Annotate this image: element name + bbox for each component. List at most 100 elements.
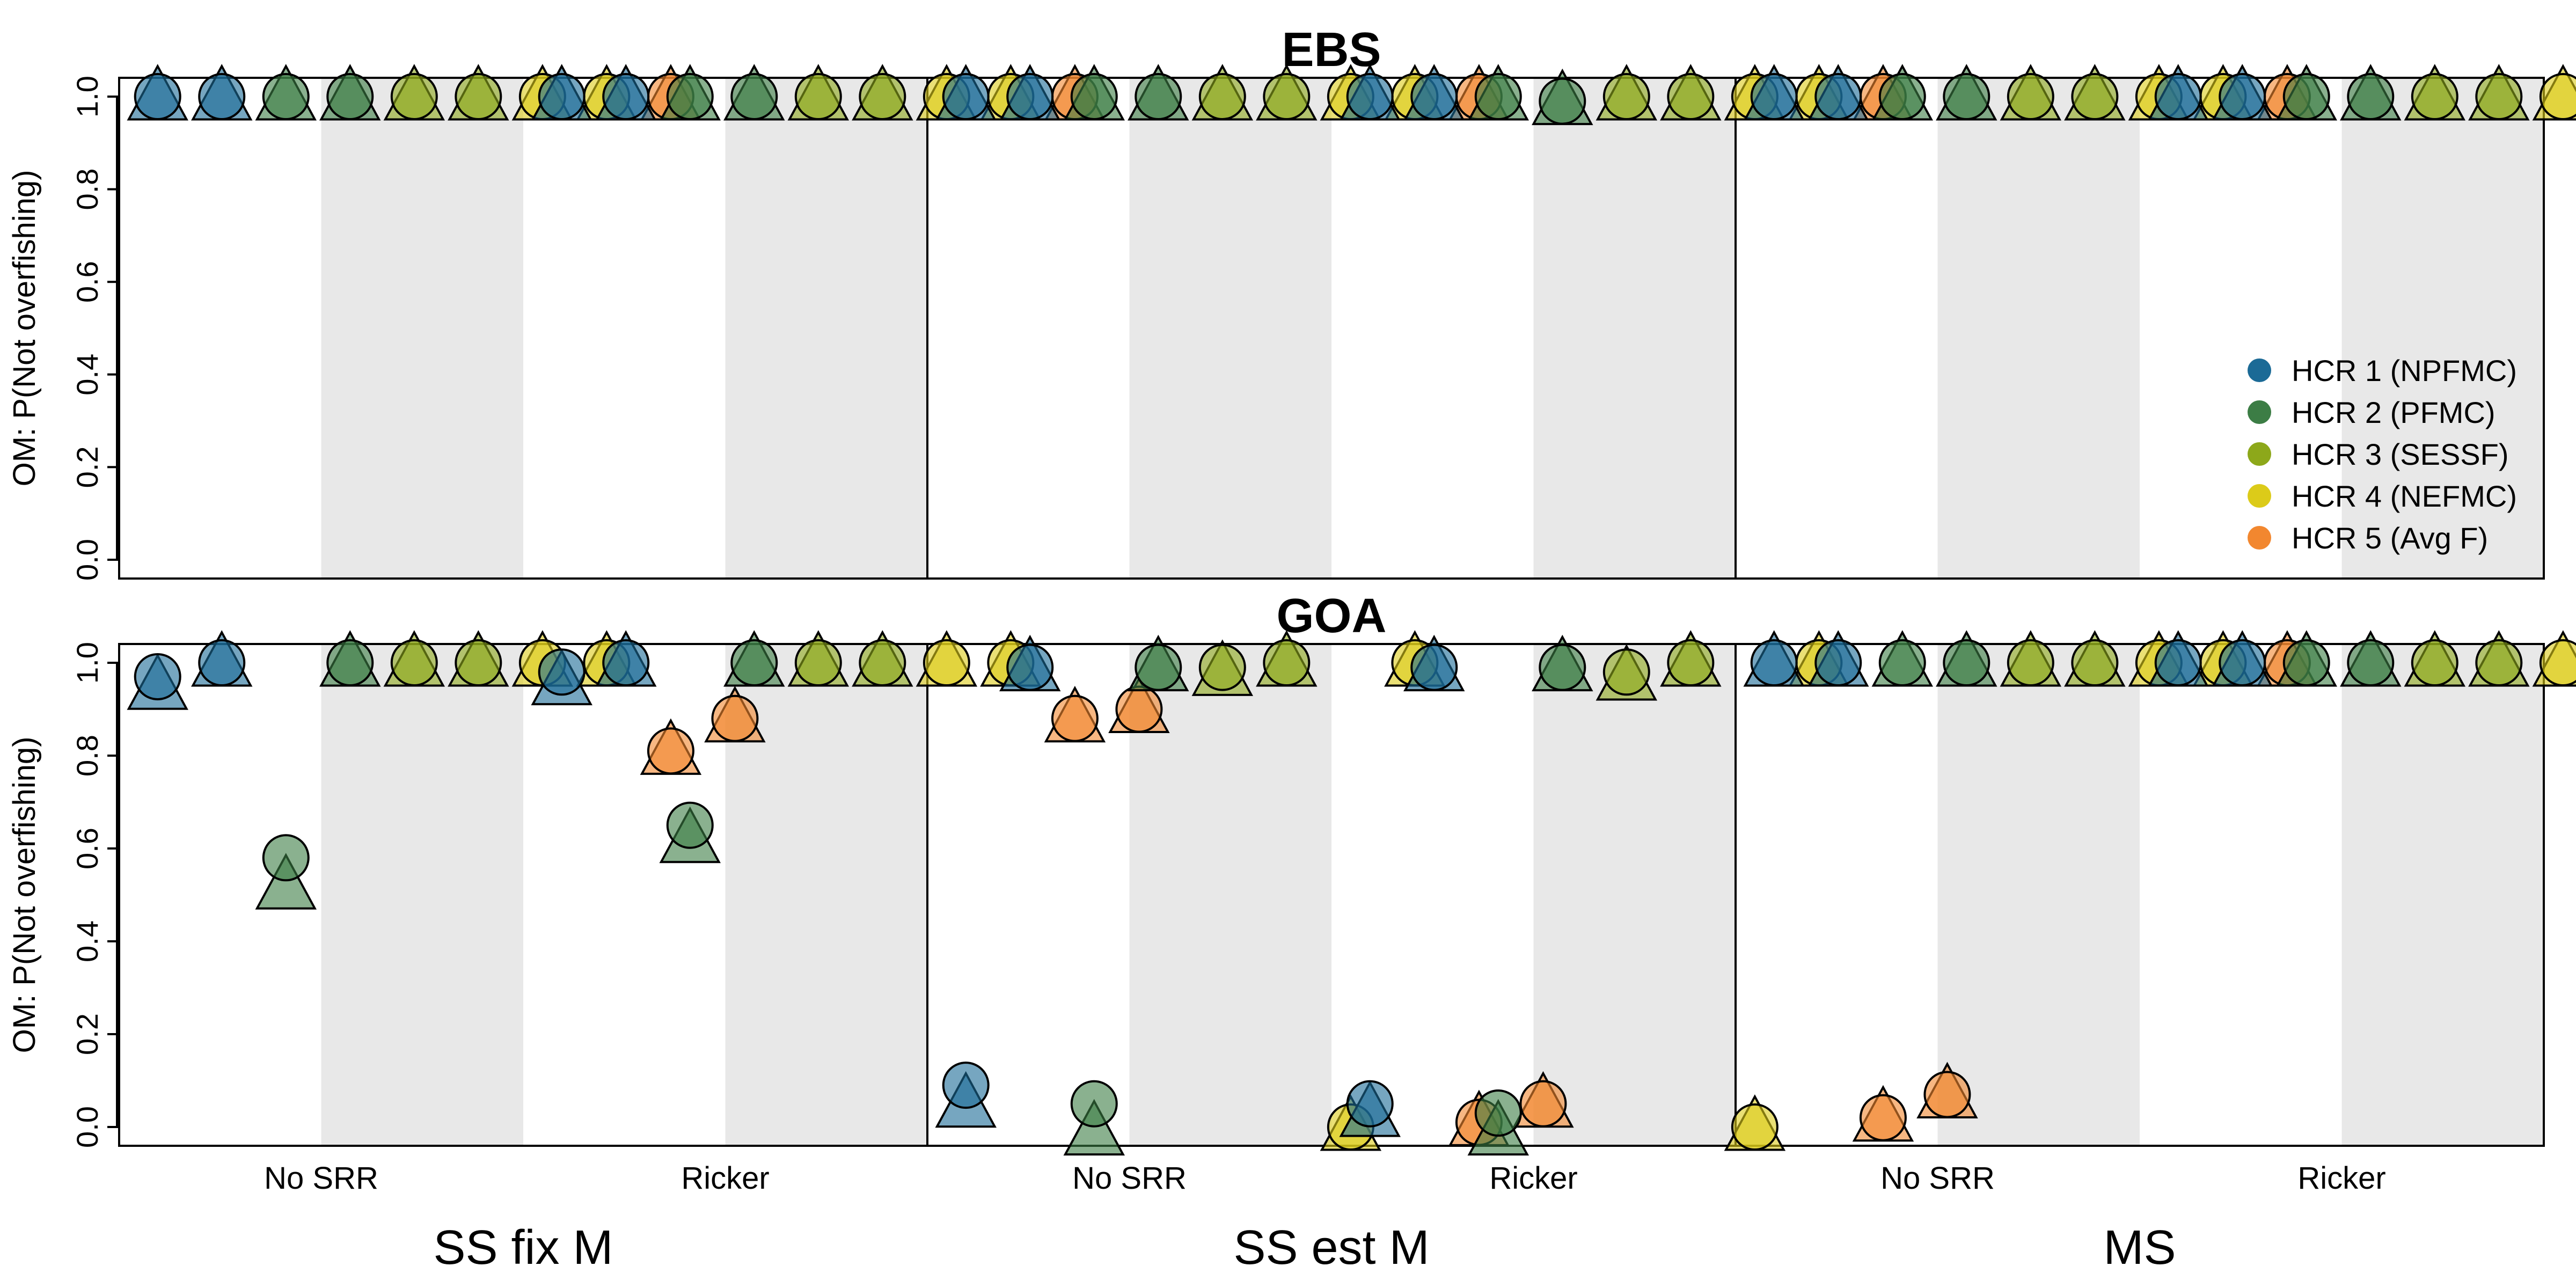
shaded-region bbox=[1533, 78, 1736, 579]
data-point-circle bbox=[2007, 73, 2054, 120]
legend-label: HCR 2 (PFMC) bbox=[2292, 396, 2496, 429]
y-tick-label: 0.4 bbox=[70, 354, 104, 396]
data-point-circle bbox=[730, 73, 778, 120]
data-point-circle bbox=[711, 694, 759, 742]
x-tick-label: No SRR bbox=[1072, 1161, 1187, 1196]
panel-title: EBS bbox=[1282, 23, 1381, 77]
data-point-circle bbox=[1814, 639, 1862, 686]
data-point-circle bbox=[602, 639, 650, 686]
shaded-region bbox=[725, 78, 927, 579]
shaded-region bbox=[321, 78, 523, 579]
shaded-region bbox=[1533, 644, 1736, 1146]
legend-label: HCR 3 (SESSF) bbox=[2292, 437, 2509, 471]
data-point-circle bbox=[1750, 639, 1798, 686]
legend-marker bbox=[2248, 400, 2271, 424]
data-point-circle bbox=[1943, 73, 1990, 120]
data-point-circle bbox=[666, 801, 714, 849]
shaded-region bbox=[2341, 644, 2544, 1146]
data-point-circle bbox=[390, 639, 438, 686]
x-tick-label: No SRR bbox=[264, 1161, 378, 1196]
model-label: MS bbox=[2104, 1221, 2176, 1275]
data-point-circle bbox=[538, 648, 586, 696]
data-point-circle bbox=[2347, 639, 2395, 686]
panel-frame bbox=[118, 77, 2545, 580]
data-point-circle bbox=[1814, 73, 1862, 120]
data-point-circle bbox=[1198, 73, 1246, 120]
data-point-triangle bbox=[255, 853, 317, 910]
y-axis-label: OM: P(Not overfishing) bbox=[7, 737, 42, 1053]
y-axis-label: OM: P(Not overfishing) bbox=[7, 170, 42, 487]
x-tick-label: Ricker bbox=[2297, 1161, 2385, 1196]
legend-label: HCR 4 (NEFMC) bbox=[2292, 479, 2517, 513]
data-point-circle bbox=[2411, 73, 2458, 120]
data-point-circle bbox=[2347, 73, 2395, 120]
x-tick-label: Ricker bbox=[1489, 1161, 1577, 1196]
data-point-circle bbox=[2007, 639, 2054, 686]
y-tick-label: 0.8 bbox=[70, 169, 104, 210]
shaded-region bbox=[1937, 78, 2140, 579]
data-point-circle bbox=[455, 639, 502, 686]
data-point-circle bbox=[1602, 648, 1650, 696]
data-point-circle bbox=[1878, 73, 1926, 120]
data-point-circle bbox=[2475, 639, 2523, 686]
shaded-region bbox=[1129, 78, 1331, 579]
data-point-circle bbox=[1943, 639, 1990, 686]
y-tick-label: 0.6 bbox=[70, 828, 104, 869]
legend-marker bbox=[2248, 484, 2271, 508]
data-point-circle bbox=[2282, 73, 2330, 120]
y-tick-label: 1.0 bbox=[70, 642, 104, 684]
data-point-circle bbox=[262, 73, 310, 120]
data-point-circle bbox=[1474, 1089, 1522, 1137]
data-point-circle bbox=[1878, 639, 1926, 686]
data-point-circle bbox=[1198, 643, 1246, 691]
shaded-region bbox=[725, 644, 927, 1146]
data-point-circle bbox=[1135, 73, 1182, 120]
data-point-circle bbox=[602, 73, 650, 120]
data-point-circle bbox=[666, 73, 714, 120]
y-tick-label: 0.0 bbox=[70, 539, 104, 581]
data-point-circle bbox=[1410, 73, 1458, 120]
data-point-circle bbox=[2219, 73, 2266, 120]
legend-marker bbox=[2248, 442, 2271, 466]
data-point-circle bbox=[198, 73, 246, 120]
data-point-circle bbox=[1539, 77, 1586, 125]
data-point-circle bbox=[1346, 73, 1394, 120]
legend-marker bbox=[2248, 526, 2271, 550]
data-point-circle bbox=[1070, 1080, 1118, 1128]
data-point-circle bbox=[942, 1062, 990, 1109]
data-point-circle bbox=[1070, 73, 1118, 120]
model-label: SS est M bbox=[1233, 1221, 1429, 1275]
data-point-circle bbox=[1667, 639, 1715, 686]
shaded-region bbox=[1937, 644, 2140, 1146]
y-tick-label: 0.2 bbox=[70, 446, 104, 488]
legend-label: HCR 5 (Avg F) bbox=[2292, 521, 2488, 555]
x-tick-label: Ricker bbox=[681, 1161, 769, 1196]
data-point-circle bbox=[455, 73, 502, 120]
data-point-circle bbox=[1731, 1103, 1779, 1151]
data-point-circle bbox=[730, 639, 778, 686]
x-tick-label: No SRR bbox=[1880, 1161, 1995, 1196]
data-point-circle bbox=[794, 639, 842, 686]
data-point-circle bbox=[859, 73, 906, 120]
data-point-circle bbox=[1602, 73, 1650, 120]
shaded-region bbox=[321, 644, 523, 1146]
data-point-circle bbox=[1539, 643, 1586, 691]
data-point-circle bbox=[1750, 73, 1798, 120]
data-point-circle bbox=[1051, 694, 1099, 742]
data-point-circle bbox=[1667, 73, 1715, 120]
data-point-circle bbox=[2071, 639, 2119, 686]
model-label: SS fix M bbox=[433, 1221, 613, 1275]
data-point-circle bbox=[1519, 1080, 1567, 1128]
data-point-circle bbox=[794, 73, 842, 120]
y-tick-label: 0.0 bbox=[70, 1106, 104, 1148]
data-point-circle bbox=[942, 73, 990, 120]
y-tick-label: 0.6 bbox=[70, 261, 104, 303]
data-point-circle bbox=[2411, 639, 2458, 686]
data-point-circle bbox=[390, 73, 438, 120]
data-point-circle bbox=[1263, 73, 1311, 120]
data-point-circle bbox=[134, 73, 181, 120]
data-point-circle bbox=[2219, 639, 2266, 686]
panel-title: GOA bbox=[1276, 589, 1386, 643]
data-point-circle bbox=[2539, 639, 2576, 686]
